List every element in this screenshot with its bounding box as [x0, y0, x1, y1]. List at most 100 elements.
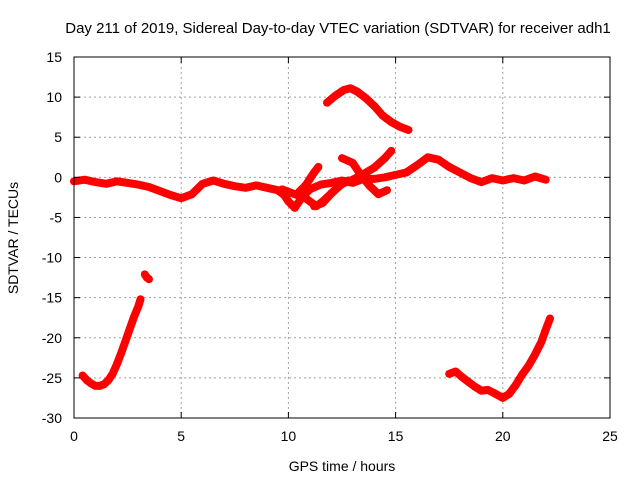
- data-point: [371, 164, 378, 171]
- data-point: [446, 163, 453, 170]
- data-point: [103, 180, 110, 187]
- data-point: [392, 171, 399, 178]
- data-point: [484, 386, 491, 393]
- data-point: [347, 85, 354, 92]
- data-point: [285, 198, 292, 205]
- data-point: [315, 163, 322, 170]
- data-point: [366, 183, 373, 190]
- data-point: [531, 351, 538, 358]
- data-point: [289, 190, 296, 197]
- data-point: [339, 155, 345, 162]
- data-point: [113, 178, 120, 185]
- data-point: [499, 394, 506, 401]
- data-point: [332, 92, 339, 99]
- data-point: [105, 377, 112, 384]
- data-point: [210, 177, 217, 184]
- series-arc-i: [445, 314, 554, 402]
- y-tick-label: -15: [42, 290, 62, 306]
- data-point: [510, 175, 517, 182]
- x-tick-label: 10: [281, 428, 297, 444]
- data-point: [339, 180, 345, 187]
- data-point: [323, 99, 330, 106]
- x-tick-label: 25: [602, 428, 618, 444]
- data-point: [242, 184, 249, 191]
- data-point: [396, 123, 403, 130]
- x-axis-label: GPS time / hours: [289, 458, 396, 474]
- data-point: [341, 86, 348, 93]
- data-point: [135, 303, 142, 310]
- data-point: [435, 156, 442, 163]
- data-point: [274, 187, 281, 194]
- x-tick-label: 20: [495, 428, 511, 444]
- data-point: [542, 176, 549, 183]
- data-point: [388, 147, 395, 154]
- data-layer: [70, 84, 554, 402]
- y-tick-label: -30: [42, 410, 62, 426]
- data-point: [156, 187, 163, 194]
- data-point: [349, 176, 356, 183]
- data-point: [221, 180, 228, 187]
- data-point: [131, 313, 138, 320]
- data-point: [317, 181, 324, 188]
- data-point: [478, 387, 485, 394]
- data-point: [188, 191, 195, 198]
- data-point: [467, 175, 474, 182]
- data-point: [506, 390, 513, 397]
- data-point: [362, 94, 369, 101]
- data-point: [381, 155, 388, 162]
- data-point: [379, 112, 386, 119]
- data-point: [491, 390, 498, 397]
- data-point: [302, 195, 309, 202]
- data-point: [135, 181, 142, 188]
- data-point: [319, 200, 326, 207]
- data-point: [311, 203, 318, 210]
- data-point: [358, 172, 365, 179]
- data-point: [414, 162, 421, 169]
- data-point: [199, 180, 206, 187]
- data-point: [381, 174, 388, 181]
- data-point: [403, 169, 410, 176]
- data-point: [178, 195, 185, 202]
- data-point: [525, 362, 532, 369]
- data-point: [302, 182, 309, 189]
- data-point: [291, 204, 298, 211]
- x-tick-label: 15: [388, 428, 404, 444]
- data-point: [92, 382, 99, 389]
- data-point: [456, 169, 463, 176]
- data-point: [306, 175, 313, 182]
- data-point: [519, 371, 526, 378]
- data-point: [83, 377, 90, 384]
- data-point: [478, 179, 485, 186]
- y-tick-label: 5: [54, 129, 62, 145]
- data-point: [146, 276, 153, 283]
- data-point: [137, 296, 144, 303]
- x-tick-label: 5: [177, 428, 185, 444]
- data-point: [124, 179, 131, 186]
- data-point: [465, 378, 472, 385]
- data-point: [81, 176, 88, 183]
- axis-ticks: 0 5 10 15 20 25 -30 -25 -20 -15 -10 -5 0 5 10 15: [42, 49, 618, 444]
- data-point: [167, 191, 174, 198]
- y-tick-label: 0: [54, 169, 62, 185]
- data-point: [546, 315, 553, 322]
- data-point: [375, 191, 382, 198]
- chart-title: Day 211 of 2019, Sidereal Day-to-day VTE…: [65, 20, 611, 37]
- data-point: [311, 169, 318, 176]
- y-axis-label: SDTVAR / TECUs: [5, 182, 21, 294]
- data-point: [538, 338, 545, 345]
- data-point: [371, 175, 378, 182]
- data-point: [512, 382, 519, 389]
- y-tick-label: -25: [42, 370, 62, 386]
- y-tick-label: 10: [46, 89, 62, 105]
- data-point: [101, 381, 108, 388]
- data-point: [306, 186, 313, 193]
- data-point: [113, 361, 120, 368]
- data-point: [471, 383, 478, 390]
- data-point: [495, 392, 502, 399]
- x-tick-label: 0: [70, 428, 78, 444]
- data-point: [388, 118, 395, 125]
- data-point: [281, 191, 288, 198]
- data-point: [141, 271, 148, 278]
